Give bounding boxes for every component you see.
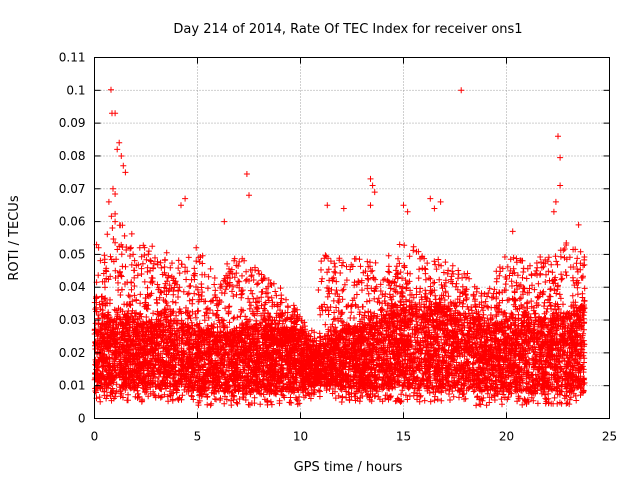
- x-axis-title: GPS time / hours: [294, 460, 403, 475]
- y-tick-label: 0.06: [59, 215, 86, 229]
- x-tick-label: 0: [91, 430, 99, 444]
- y-axis-title: ROTI / TECUs: [7, 195, 22, 280]
- x-tick-label: 20: [499, 430, 514, 444]
- y-tick-label: 0: [78, 412, 86, 426]
- y-tick-label: 0.08: [59, 149, 86, 163]
- y-tick-label: 0.05: [59, 247, 86, 261]
- x-tick-label: 5: [194, 430, 202, 444]
- data-points-layer: [91, 86, 588, 409]
- y-tick-label: 0.01: [59, 379, 86, 393]
- y-tick-label: 0.03: [59, 313, 86, 327]
- y-tick-label: 0.09: [59, 116, 86, 130]
- y-tick-label: 0.07: [59, 182, 86, 196]
- x-tick-label: 10: [293, 430, 308, 444]
- scatter-plus-markers: [91, 86, 588, 409]
- plot-frame: [94, 57, 610, 419]
- y-tick-label: 0.1: [66, 83, 85, 97]
- y-tick-label: 0.11: [59, 51, 86, 65]
- y-tick-label: 0.02: [59, 346, 86, 360]
- x-tick-label: 25: [602, 430, 617, 444]
- ticks-layer: 0 0.01 0.02 0.03 0.04 0.05 0.06 0.07 0.08 0.09 0.1…: [59, 51, 617, 444]
- y-tick-label: 0.04: [59, 280, 86, 294]
- chart-title: Day 214 of 2014, Rate Of TEC Index for r…: [173, 22, 522, 37]
- x-tick-label: 15: [396, 430, 411, 444]
